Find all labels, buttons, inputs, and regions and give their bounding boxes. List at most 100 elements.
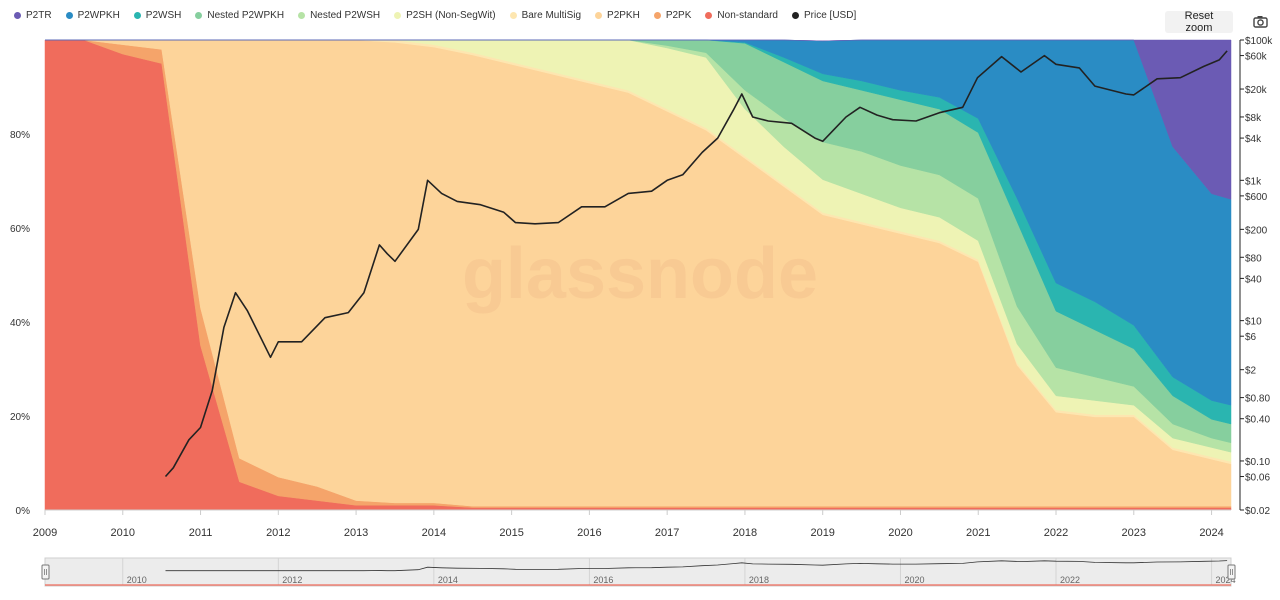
y-left-tick-label: 80% [10,130,30,141]
legend-item-p2pk[interactable]: P2PK [653,10,692,21]
camera-icon[interactable] [1248,11,1272,33]
y-right-tick-label: $2 [1245,366,1257,377]
legend-marker [509,12,517,19]
legend-marker [298,12,306,19]
x-tick-label: 2017 [655,527,679,539]
navigator-tick-label: 2014 [438,575,458,585]
area-bare-multisig [45,39,1232,465]
y-right-tick-label: $10 [1245,317,1262,328]
legend-marker [195,12,203,19]
area-p2tr [45,39,1232,200]
x-tick-label: 2018 [733,527,757,539]
navigator-tick-label: 2012 [282,575,302,585]
legend-item-p2pkh[interactable]: P2PKH [595,10,640,21]
legend-marker [792,12,799,19]
x-tick-label: 2016 [577,527,601,539]
legend-marker [394,12,402,19]
area-p2wpkh [45,39,1232,406]
navigator-left-handle[interactable] [41,564,50,580]
x-tick-label: 2020 [888,527,912,539]
y-left-tick-label: 40% [10,318,30,329]
legend-label: P2TR [26,10,52,21]
navigator-tick-label: 2010 [127,575,147,585]
legend-item-p2sh-non-segwit[interactable]: P2SH (Non-SegWit) [394,10,496,21]
x-tick-label: 2010 [111,527,135,539]
x-tick-label: 2009 [33,527,57,539]
x-tick-label: 2015 [499,527,523,539]
legend-label: Non-standard [717,10,778,21]
area-p2sh-non-segwit [45,39,1232,462]
y-right-tick-label: $20k [1245,85,1268,96]
navigator-tick-label: 2024 [1216,575,1236,585]
legend-label: Nested P2WPKH [207,10,285,21]
legend-label: Nested P2WSH [310,10,381,21]
x-tick-label: 2011 [189,527,213,539]
x-tick-label: 2024 [1199,527,1223,539]
x-tick-label: 2019 [810,527,834,539]
legend-label: P2WSH [145,10,182,21]
x-tick-label: 2014 [422,527,446,539]
reset-zoom-button[interactable]: Reset zoom [1165,10,1233,34]
price-line [164,50,1228,478]
legend-label: Price [USD] [804,10,857,21]
legend-marker [65,12,73,19]
navigator-tick-label: 2020 [904,575,924,585]
navigator-tick-label: 2018 [749,575,769,585]
y-right-tick-label: $100k [1245,36,1273,47]
y-right-tick-label: $8k [1245,113,1262,124]
y-right-tick-label: $4k [1245,134,1262,145]
legend-label: P2SH (Non-SegWit) [406,10,496,21]
y-left-tick-label: 60% [10,224,30,235]
y-right-tick-label: $200 [1245,225,1268,236]
y-right-tick-label: $80 [1245,253,1262,264]
navigator-tick-label: 2016 [593,575,613,585]
navigator-tick-label: 2022 [1060,575,1080,585]
legend-item-p2tr[interactable]: P2TR [14,10,52,21]
area-p2wsh [45,39,1232,425]
legend-label: P2PKH [607,10,640,21]
x-tick-label: 2022 [1044,527,1068,539]
area-p2pk [45,39,1232,508]
legend-item-non-standard[interactable]: Non-standard [705,10,778,21]
watermark: glassnode [462,234,818,314]
area-nested-p2wpkh [45,39,1232,444]
legend-item-nested-p2wsh[interactable]: Nested P2WSH [298,10,380,21]
legend-marker [14,12,21,19]
y-left-tick-label: 0% [16,506,31,517]
legend-item-bare-multisig[interactable]: Bare MultiSig [509,10,582,21]
legend-marker [595,12,603,19]
legend-item-price-usd[interactable]: Price [USD] [792,10,856,21]
navigator-price-line [165,560,1228,572]
x-tick-label: 2012 [266,527,290,539]
legend-marker [133,12,141,19]
y-right-tick-label: $600 [1245,192,1268,203]
x-tick-label: 2021 [966,527,990,539]
legend-label: P2WPKH [77,10,120,21]
y-right-tick-label: $0.02 [1245,506,1270,517]
navigator-right-handle[interactable] [1227,564,1236,580]
y-left-tick-label: 20% [10,412,30,423]
area-nested-p2wsh [45,39,1232,453]
legend-label: Bare MultiSig [521,10,582,21]
y-right-tick-label: $0.06 [1245,473,1270,484]
y-right-tick-label: $0.40 [1245,415,1270,426]
legend-item-nested-p2wpkh[interactable]: Nested P2WPKH [195,10,284,21]
y-right-tick-label: $40 [1245,274,1262,285]
legend-item-p2wsh[interactable]: P2WSH [133,10,182,21]
navigator-track[interactable] [44,557,1232,587]
y-right-tick-label: $0.10 [1245,457,1270,468]
y-right-tick-label: $1k [1245,176,1262,187]
legend-item-p2wpkh[interactable]: P2WPKH [65,10,120,21]
x-tick-label: 2013 [344,527,368,539]
y-right-tick-label: $60k [1245,52,1268,63]
legend-label: P2PK [665,10,692,21]
legend-marker [705,12,713,19]
legend: P2TR P2WPKH P2WSH Nested P2WPKH Nested P2WSH… [14,10,856,21]
area-p2pkh [45,39,1232,507]
x-tick-label: 2023 [1122,527,1146,539]
legend-marker [653,12,661,19]
y-right-tick-label: $0.80 [1245,394,1270,405]
y-right-tick-label: $6 [1245,332,1257,343]
area-non-standard [44,39,1232,511]
